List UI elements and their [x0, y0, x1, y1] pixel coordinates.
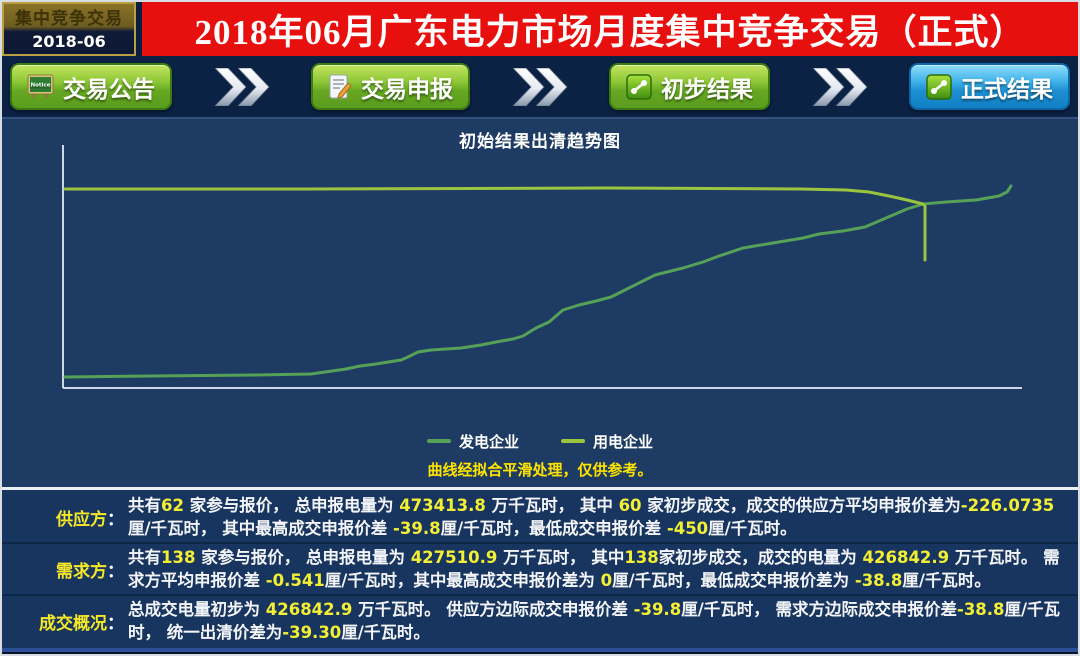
legend-label: 发电企业	[458, 432, 519, 451]
bottom-strip	[0, 648, 1080, 656]
nav-button-label: 交易公告	[63, 76, 155, 103]
svg-text:Notice: Notice	[31, 83, 51, 89]
summary-row-deal-overview: 成交概况： 总成交电量初步为 426842.9 万千瓦时。 供应方边际成交申报价…	[0, 594, 1080, 646]
nav-button-label: 交易申报	[361, 76, 453, 103]
workflow-nav: Notice 交易公告 交易申报	[0, 56, 1080, 119]
section-divider	[0, 487, 1080, 491]
nav-button-label: 初步结果	[661, 76, 753, 103]
legend-dash-icon	[561, 439, 585, 444]
clearing-trend-chart-panel: 初始结果出清趋势图 发电企业 用电企业 曲线经拟合平滑处理，仅供参考。	[2, 118, 1078, 488]
double-chevron-right-icon	[511, 67, 568, 106]
nav-button-preliminary-results[interactable]: 初步结果	[609, 63, 770, 111]
double-chevron-right-icon	[811, 67, 868, 106]
series-发电企业	[63, 184, 1013, 379]
nav-button-trade-declaration[interactable]: 交易申报	[311, 63, 470, 111]
document-edit-icon	[329, 74, 352, 99]
series-用电企业	[63, 186, 927, 262]
legend-label: 用电企业	[593, 432, 654, 451]
network-result-icon	[626, 73, 652, 100]
header: 集中竞争交易 2018-06 2018年06月广东电力市场月度集中竞争交易（正式…	[0, 0, 1080, 57]
results-summary: 供应方： 共有62 家参与报价， 总申报电量为 473413.8 万千瓦时， 其…	[0, 490, 1080, 649]
session-badge-title: 集中竞争交易	[15, 9, 123, 30]
summary-row-supply: 供应方： 共有62 家参与报价， 总申报电量为 473413.8 万千瓦时， 其…	[0, 492, 1080, 542]
summary-row-text: 共有62 家参与报价， 总申报电量为 473413.8 万千瓦时， 其中 60 …	[128, 496, 1055, 539]
page-title: 2018年06月广东电力市场月度集中竞争交易（正式）	[142, 2, 1078, 57]
chart-legend: 发电企业 用电企业	[2, 431, 1078, 452]
summary-row-text: 共有138 家参与报价， 总申报电量为 427510.9 万千瓦时， 其中138…	[128, 548, 1060, 591]
summary-row-label: 需求方：	[56, 561, 124, 582]
notice-board-icon: Notice	[27, 74, 54, 99]
double-chevron-right-icon	[213, 67, 270, 106]
legend-item: 用电企业	[561, 431, 653, 452]
network-result-icon	[926, 73, 952, 100]
summary-row-label: 成交概况：	[39, 613, 124, 634]
summary-row-label: 供应方：	[56, 509, 124, 530]
clearing-trend-plot	[62, 144, 1022, 389]
session-badge-period: 2018-06	[32, 32, 106, 52]
session-badge: 集中竞争交易 2018-06	[2, 2, 136, 57]
nav-button-label: 正式结果	[961, 76, 1053, 103]
chart-title: 初始结果出清趋势图	[459, 131, 621, 152]
summary-row-demand: 需求方： 共有138 家参与报价， 总申报电量为 427510.9 万千瓦时， …	[0, 542, 1080, 594]
legend-dash-icon	[426, 439, 451, 444]
nav-button-trade-notice[interactable]: Notice 交易公告	[10, 63, 172, 111]
summary-row-text: 总成交电量初步为 426842.9 万千瓦时。 供应方边际成交申报价差 -39.…	[128, 600, 1061, 643]
nav-button-official-results[interactable]: 正式结果	[909, 63, 1070, 111]
legend-item: 发电企业	[426, 431, 519, 452]
chart-note: 曲线经拟合平滑处理，仅供参考。	[427, 460, 653, 479]
